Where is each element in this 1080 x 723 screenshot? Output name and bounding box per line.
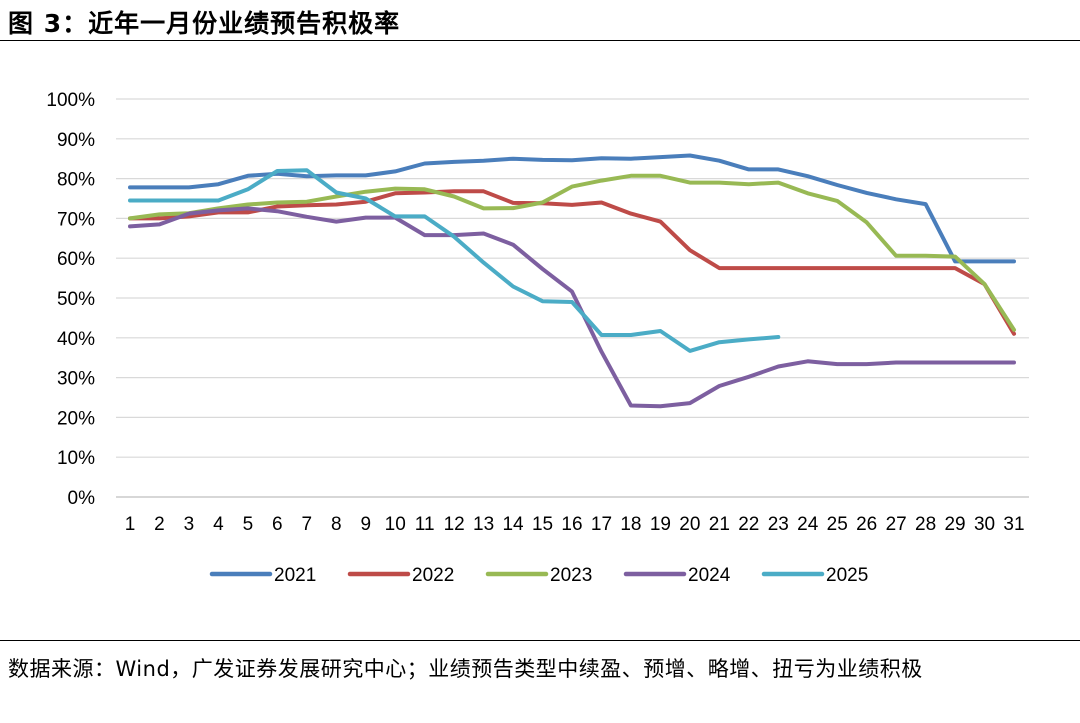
x-tick-label: 3 [184, 514, 195, 535]
legend-item-2021: 2021 [209, 565, 316, 586]
y-axis-tick-labels: 0% 10% 20% 30% 40% 50% 60% 70% 80% 90% 100% [46, 90, 95, 509]
series-line-2025 [128, 168, 781, 353]
y-tick-label: 70% [57, 209, 95, 230]
legend-label: 2023 [550, 565, 592, 586]
series-lines [128, 153, 1016, 409]
x-tick-label: 30 [974, 514, 995, 535]
x-tick-label: 25 [827, 514, 848, 535]
legend-label: 2025 [826, 565, 868, 586]
x-axis-tick-labels: 1 2 3 4 5 6 7 8 9 10 11 12 13 14 15 16 17 18 19 20 21 22 23 24 2… [125, 514, 1025, 535]
series-line-2022 [128, 189, 1016, 336]
legend-label: 2022 [412, 565, 454, 586]
legend-label: 2021 [274, 565, 316, 586]
legend-item-2024: 2024 [623, 565, 731, 586]
x-tick-label: 2 [154, 514, 165, 535]
x-tick-label: 15 [532, 514, 553, 535]
x-tick-label: 17 [591, 514, 612, 535]
x-tick-label: 4 [213, 514, 224, 535]
x-tick-label: 14 [502, 514, 524, 535]
x-tick-label: 13 [473, 514, 494, 535]
x-tick-label: 31 [1003, 514, 1024, 535]
x-tick-label: 26 [856, 514, 877, 535]
x-tick-label: 12 [444, 514, 465, 535]
figure-title: 图 3：近年一月份业绩预告积极率 [8, 9, 401, 38]
y-tick-label: 60% [57, 249, 95, 270]
x-tick-label: 18 [620, 514, 641, 535]
x-tick-label: 1 [125, 514, 136, 535]
x-tick-label: 10 [385, 514, 406, 535]
x-tick-label: 7 [302, 514, 313, 535]
y-tick-label: 80% [57, 170, 95, 191]
x-tick-label: 19 [650, 514, 671, 535]
legend-item-2023: 2023 [485, 565, 592, 586]
y-tick-label: 90% [57, 130, 95, 151]
legend-label: 2024 [688, 565, 731, 586]
x-tick-label: 16 [561, 514, 582, 535]
x-tick-label: 5 [243, 514, 254, 535]
legend: 2021 2022 2023 2024 2025 [209, 565, 868, 586]
y-tick-label: 0% [68, 488, 96, 509]
x-tick-label: 11 [415, 514, 435, 535]
x-tick-label: 29 [944, 514, 965, 535]
series-line-2021 [128, 153, 1016, 264]
gridlines [116, 98, 1029, 498]
x-tick-label: 28 [915, 514, 936, 535]
y-tick-label: 100% [46, 90, 95, 111]
x-tick-label: 8 [331, 514, 342, 535]
x-tick-label: 22 [738, 514, 759, 535]
x-tick-label: 9 [360, 514, 371, 535]
x-tick-label: 27 [886, 514, 907, 535]
legend-item-2025: 2025 [761, 565, 868, 586]
x-tick-label: 21 [709, 514, 730, 535]
series-line-2023 [128, 173, 1016, 332]
series-line-2024 [128, 206, 1016, 409]
legend-item-2022: 2022 [347, 565, 454, 586]
x-tick-label: 24 [797, 514, 819, 535]
source-note: 数据来源：Wind，广发证券发展研究中心；业绩预告类型中续盈、预增、略增、扭亏为… [8, 657, 923, 681]
x-tick-label: 23 [768, 514, 789, 535]
title-bar: 图 3：近年一月份业绩预告积极率 [0, 0, 1080, 41]
y-tick-label: 30% [57, 369, 95, 390]
y-tick-label: 10% [57, 448, 95, 469]
y-tick-label: 20% [57, 408, 95, 429]
source-divider [0, 640, 1080, 641]
y-tick-label: 40% [57, 329, 95, 350]
y-tick-label: 50% [57, 289, 95, 310]
x-tick-label: 6 [272, 514, 283, 535]
x-tick-label: 20 [679, 514, 700, 535]
